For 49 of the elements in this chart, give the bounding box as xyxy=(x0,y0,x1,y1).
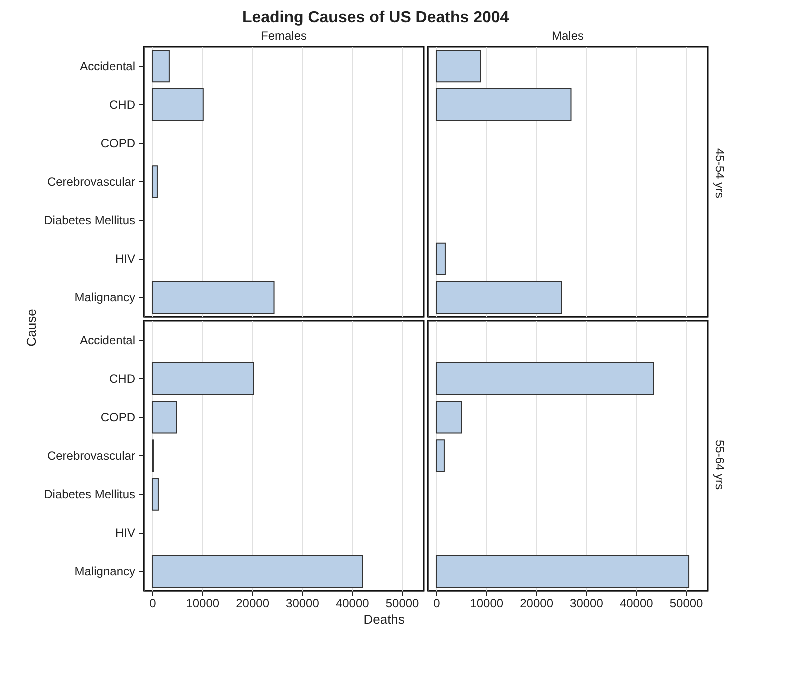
bar xyxy=(152,88,204,122)
y-tick-label: Cerebrovascular xyxy=(47,449,136,463)
y-tick-label: COPD xyxy=(100,410,136,424)
y-tick-label: Malignancy xyxy=(74,290,136,305)
bar xyxy=(436,281,562,314)
x-tick-label: 50000 xyxy=(670,596,704,610)
bar xyxy=(436,242,446,276)
y-tick-label: Accidental xyxy=(80,333,136,348)
y-tick-label: CHD xyxy=(110,98,136,112)
y2-axis-title: 45-54 yrs xyxy=(712,148,727,199)
bar xyxy=(152,281,275,314)
bar xyxy=(152,166,158,198)
y-axis-title: Cause xyxy=(24,309,39,347)
y-tick-label: CHD xyxy=(110,372,136,386)
chart-title: Leading Causes of US Deaths 2004 xyxy=(242,9,510,26)
bar xyxy=(152,478,159,511)
x-tick-label: 0 xyxy=(150,596,157,610)
y-tick-label: COPD xyxy=(100,136,136,150)
x-tick-label: 40000 xyxy=(336,596,370,610)
x-tick-label: 20000 xyxy=(520,596,554,610)
x-tick-label: 0 xyxy=(434,596,441,610)
x-tick-label: 30000 xyxy=(570,596,604,610)
bar xyxy=(436,401,462,434)
bar xyxy=(152,362,254,396)
x-tick-label: 10000 xyxy=(470,596,504,610)
y2-axis-title: 55-64 yrs xyxy=(712,440,727,490)
chart-subtitle: Males xyxy=(552,29,584,43)
bar xyxy=(436,362,654,396)
y-tick-label: Malignancy xyxy=(74,564,136,579)
y-tick-label: HIV xyxy=(115,252,136,266)
x-axis-title: Deaths xyxy=(364,612,406,627)
y-tick-label: Diabetes Mellitus xyxy=(44,488,136,502)
x-tick-label: 30000 xyxy=(286,596,320,610)
bar xyxy=(152,401,178,434)
x-tick-label: 10000 xyxy=(186,596,220,610)
bar xyxy=(152,555,364,588)
x-tick-label: 50000 xyxy=(386,596,420,610)
chart-subtitle: Females xyxy=(260,29,308,43)
x-tick-label: 40000 xyxy=(620,596,654,610)
bar xyxy=(436,440,445,472)
y-tick-label: Cerebrovascular xyxy=(47,175,136,189)
y-tick-label: HIV xyxy=(115,526,136,540)
bar xyxy=(436,555,690,588)
y-tick-label: Diabetes Mellitus xyxy=(44,214,136,228)
bar xyxy=(436,88,572,122)
bar xyxy=(152,50,170,83)
y-tick-label: Accidental xyxy=(80,59,136,74)
bar xyxy=(436,50,482,83)
x-tick-label: 20000 xyxy=(236,596,270,610)
